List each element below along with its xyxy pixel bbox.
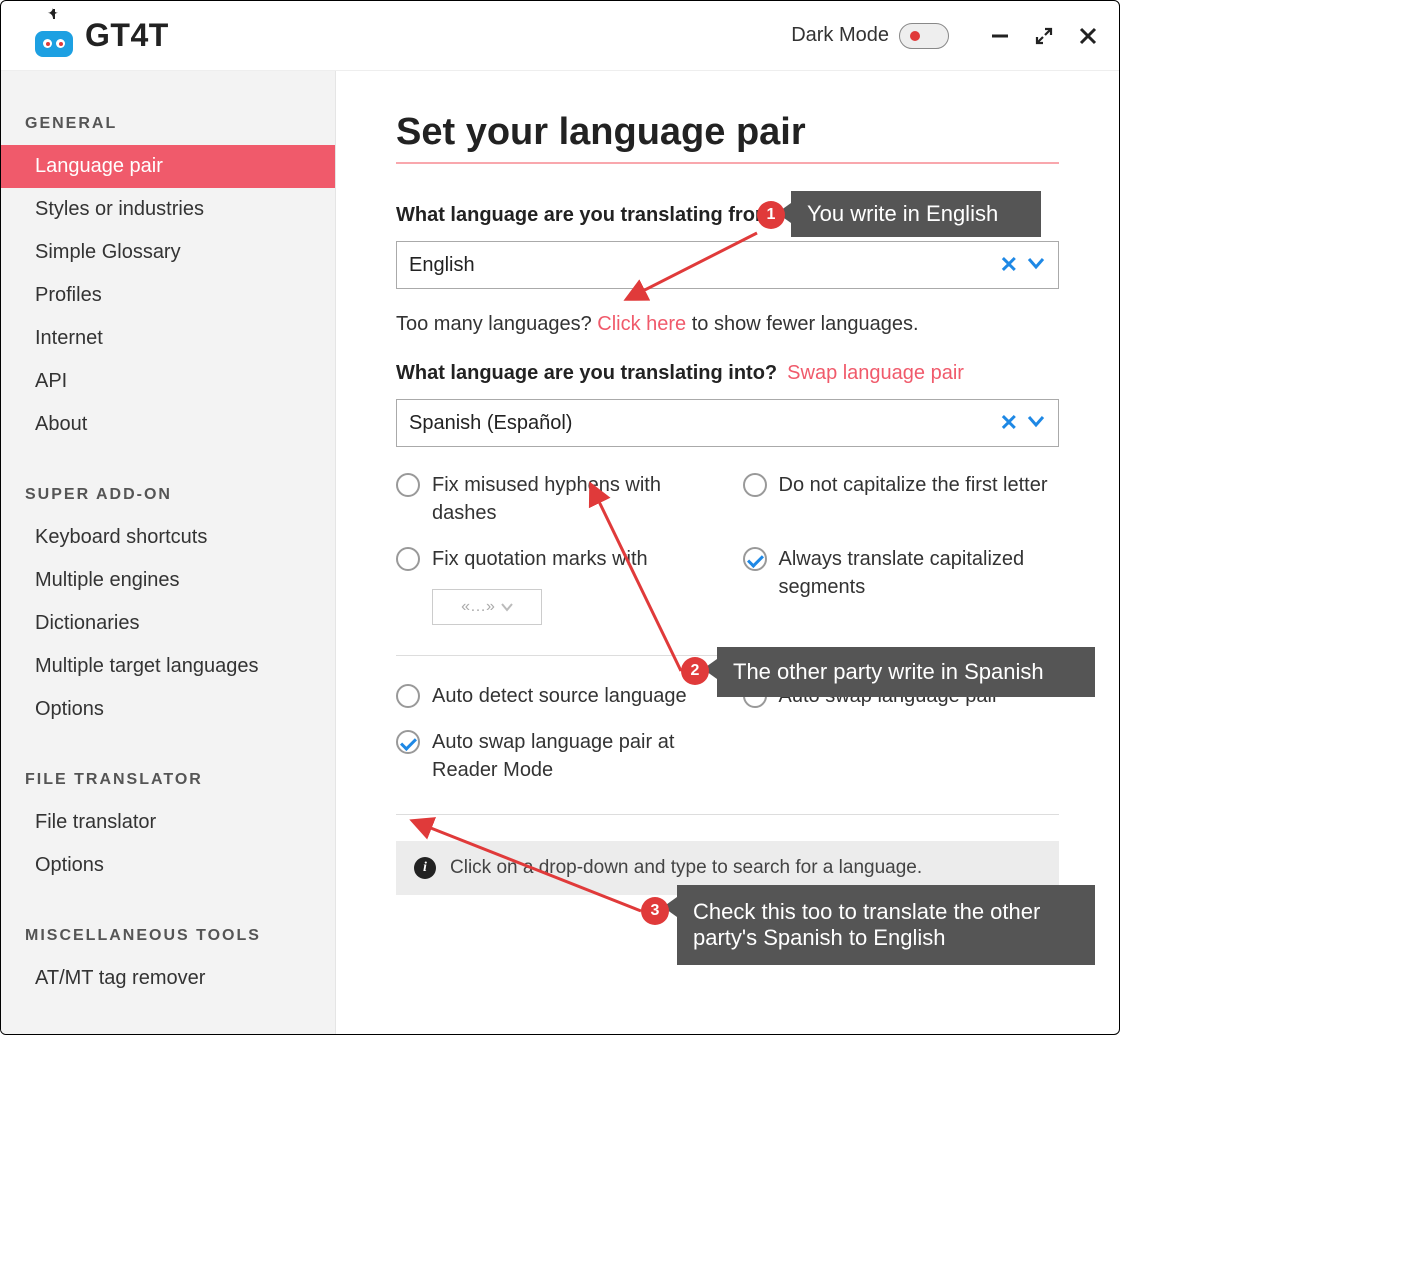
chevron-down-icon[interactable] (1026, 254, 1046, 277)
annotation-badge: 3 (641, 897, 669, 925)
app-window: ✦ GT4T Dark Mode GENERALLangua (0, 0, 1120, 1035)
app-logo: ✦ GT4T (31, 13, 169, 59)
radio-icon[interactable] (396, 473, 420, 497)
sidebar-item[interactable]: File translator (1, 801, 335, 844)
sidebar-section-title: FILE TRANSLATOR (1, 757, 335, 801)
radio-checked-icon[interactable] (396, 730, 420, 754)
sidebar[interactable]: GENERALLanguage pairStyles or industries… (1, 71, 336, 1034)
annotation-callout: Check this too to translate the other pa… (677, 885, 1095, 965)
annotation-badge: 2 (681, 657, 709, 685)
opt-auto-swap-reader[interactable]: Auto swap language pair at Reader Mode (396, 728, 713, 784)
quote-style-select[interactable]: «…» (432, 589, 542, 625)
close-button[interactable] (1077, 25, 1099, 47)
title-bar: ✦ GT4T Dark Mode (1, 1, 1119, 71)
sidebar-item[interactable]: Internet (1, 317, 335, 360)
sidebar-item[interactable]: Language pair (1, 145, 335, 188)
into-language-select[interactable]: Spanish (Español) ✕ (396, 399, 1059, 447)
sidebar-item[interactable]: Multiple target languages (1, 645, 335, 688)
into-language-label: What language are you translating into? (396, 362, 777, 385)
sidebar-item[interactable]: Simple Glossary (1, 231, 335, 274)
window-controls (989, 25, 1099, 47)
sidebar-item[interactable]: Profiles (1, 274, 335, 317)
radio-icon[interactable] (743, 473, 767, 497)
sidebar-item[interactable]: Options (1, 844, 335, 887)
sidebar-item[interactable]: Multiple engines (1, 559, 335, 602)
sidebar-item[interactable]: Styles or industries (1, 188, 335, 231)
annotation-callout: The other party write in Spanish (717, 647, 1095, 697)
radio-icon[interactable] (396, 684, 420, 708)
sidebar-item[interactable]: Options (1, 688, 335, 731)
annotation-callout: You write in English (791, 191, 1041, 237)
annotation-badge: 1 (757, 201, 785, 229)
sidebar-item[interactable]: AT/MT tag remover (1, 957, 335, 1000)
minimize-button[interactable] (989, 25, 1011, 47)
dark-mode-control: Dark Mode (791, 23, 949, 49)
clear-into-icon[interactable]: ✕ (1000, 410, 1018, 436)
clear-from-icon[interactable]: ✕ (1000, 252, 1018, 278)
swap-language-link[interactable]: Swap language pair (787, 362, 964, 385)
robot-icon: ✦ (31, 13, 77, 59)
app-name: GT4T (85, 17, 169, 54)
sidebar-item[interactable]: API (1, 360, 335, 403)
radio-icon[interactable] (396, 547, 420, 571)
radio-checked-icon[interactable] (743, 547, 767, 571)
sidebar-section-title: GENERAL (1, 101, 335, 145)
dark-mode-toggle[interactable] (899, 23, 949, 49)
chevron-down-icon[interactable] (1026, 412, 1046, 435)
sidebar-item[interactable]: Keyboard shortcuts (1, 516, 335, 559)
sidebar-section-title: SUPER ADD-ON (1, 472, 335, 516)
opt-always-capitalized[interactable]: Always translate capitalized segments (743, 545, 1060, 625)
sidebar-item[interactable]: About (1, 403, 335, 446)
page-title: Set your language pair (396, 111, 1059, 164)
opt-no-capitalize[interactable]: Do not capitalize the first letter (743, 471, 1060, 527)
options-group-2: Auto detect source language Auto swap la… (396, 682, 1059, 784)
sidebar-section-title: MISCELLANEOUS TOOLS (1, 913, 335, 957)
maximize-button[interactable] (1033, 25, 1055, 47)
sidebar-item[interactable]: Dictionaries (1, 602, 335, 645)
into-language-value: Spanish (Español) (409, 412, 1000, 435)
options-group-1: Fix misused hyphens with dashes Do not c… (396, 471, 1059, 625)
dark-mode-label: Dark Mode (791, 24, 889, 47)
